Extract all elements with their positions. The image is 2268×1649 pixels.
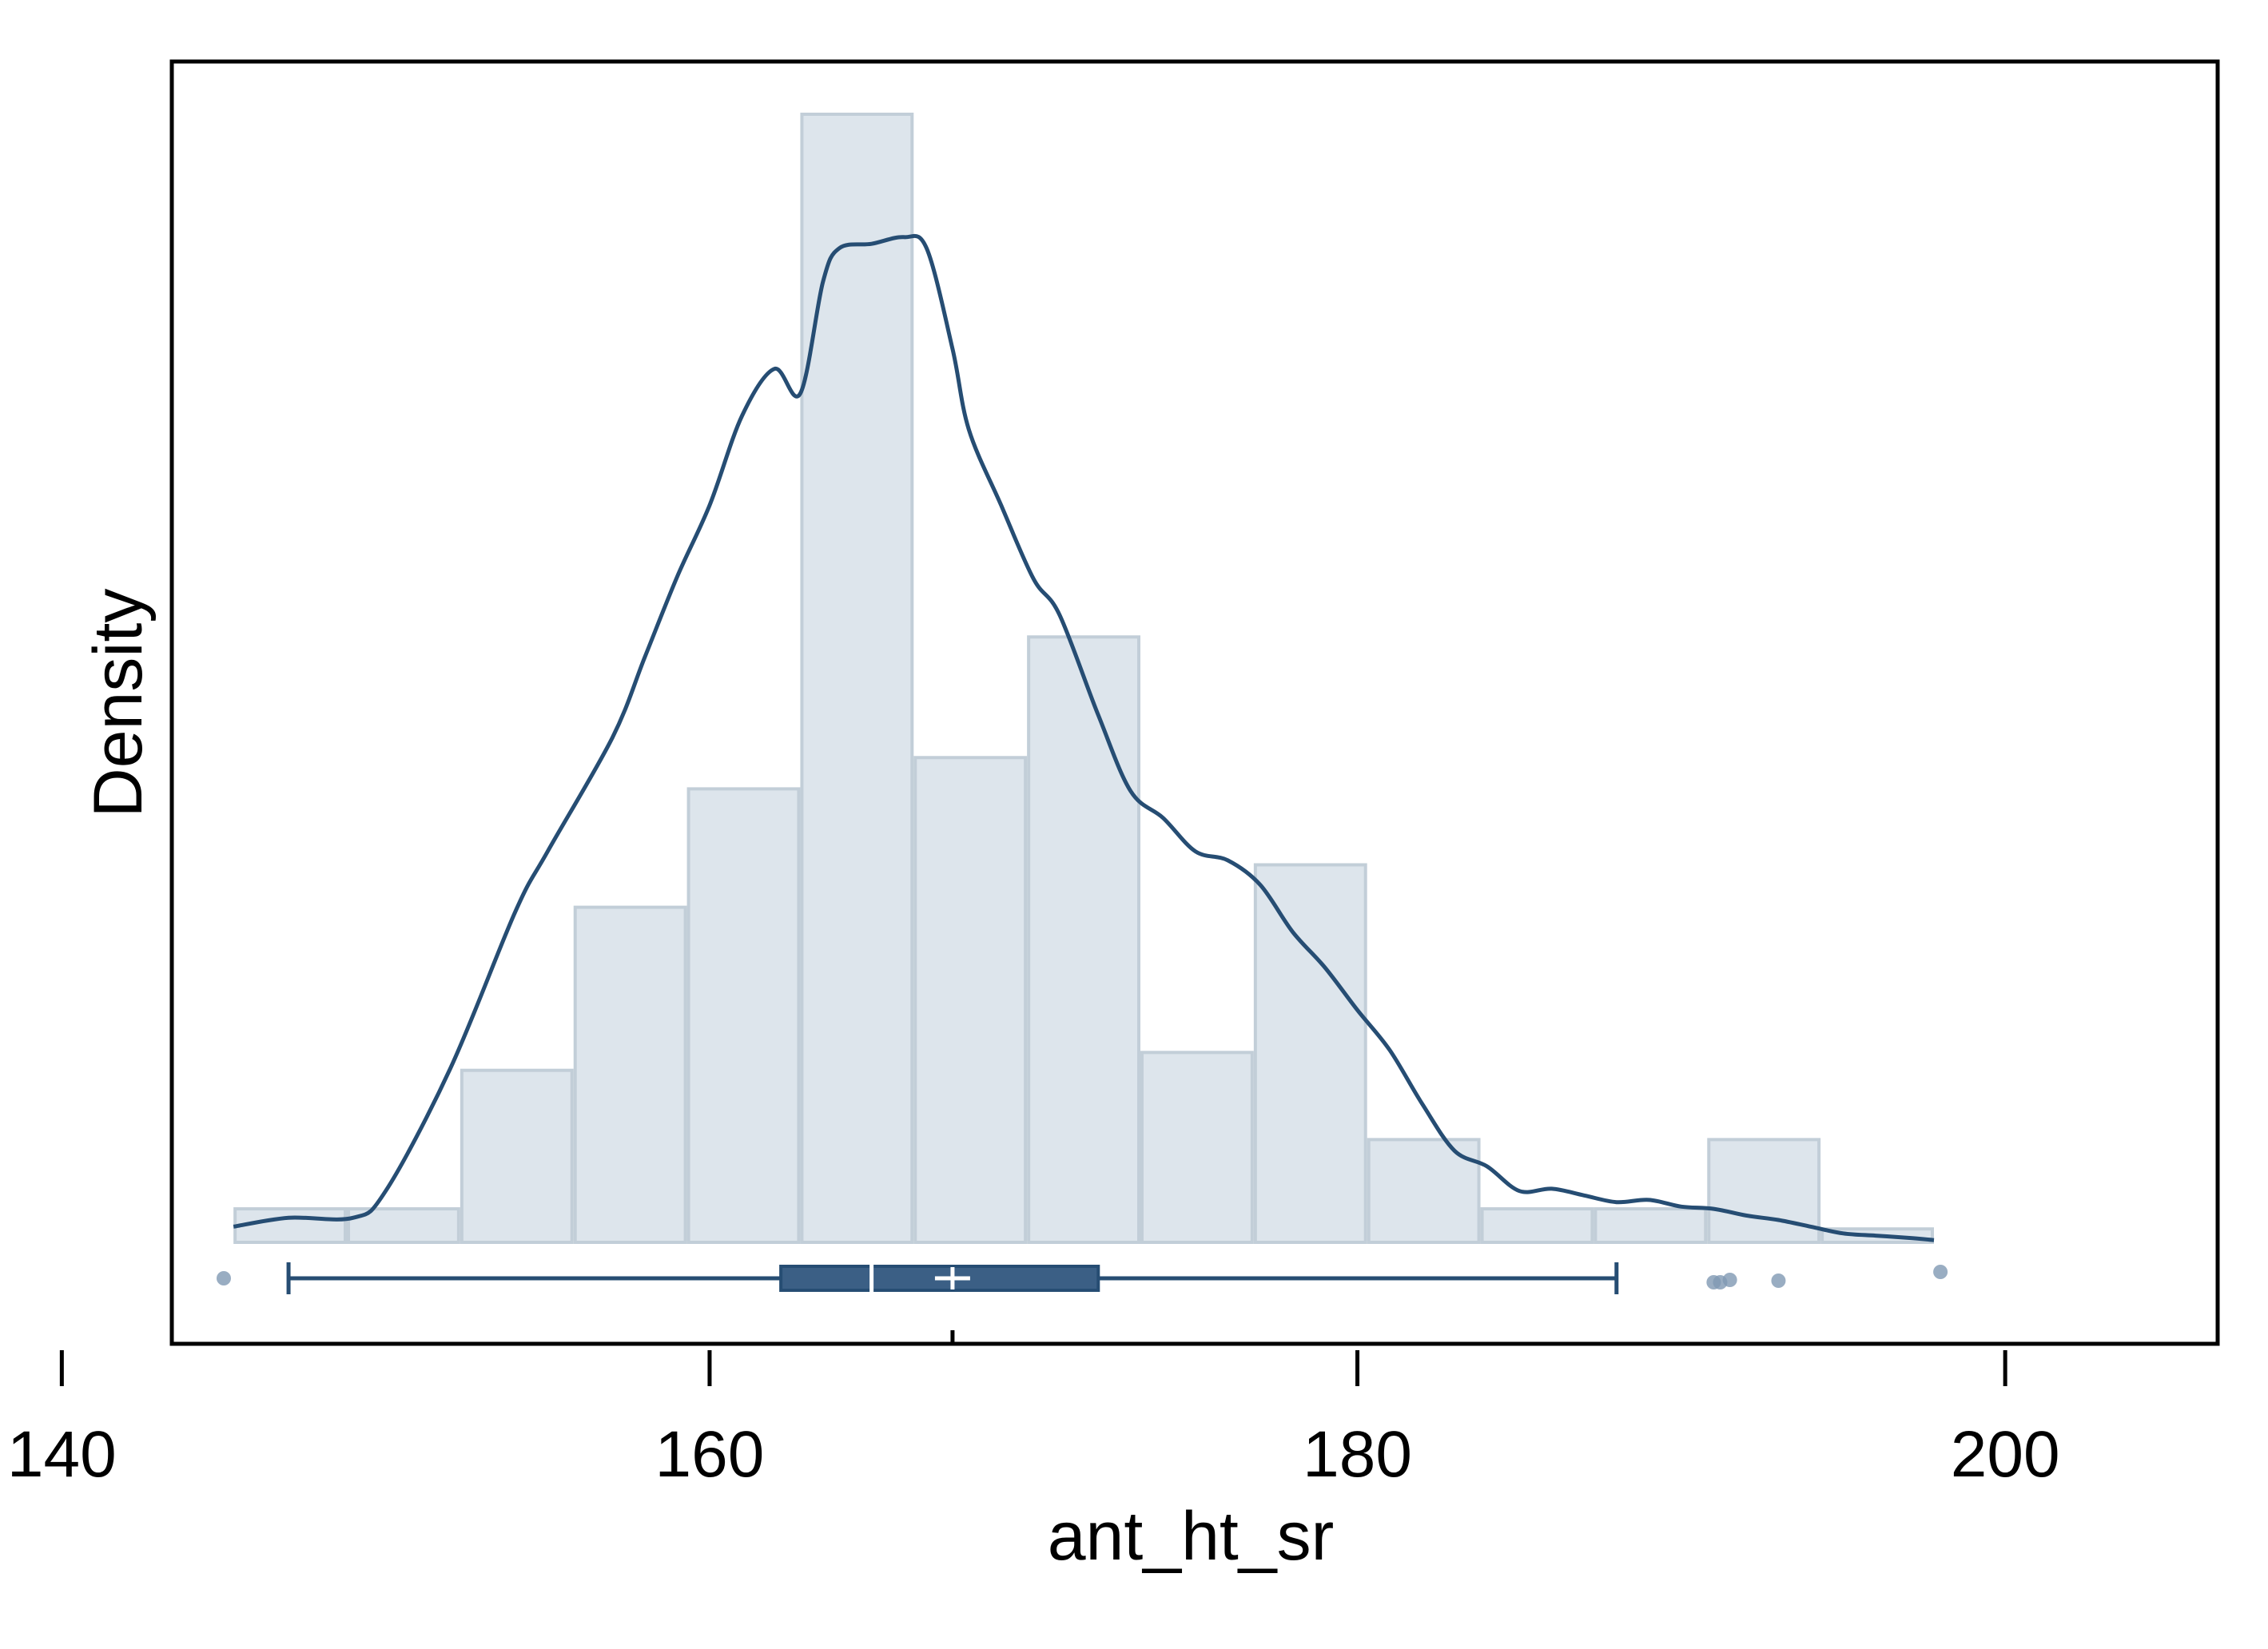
histogram-bar — [686, 787, 801, 1244]
histogram-bar — [913, 756, 1028, 1244]
x-tick-label: 200 — [1951, 1418, 2060, 1491]
histogram-bar — [347, 1207, 460, 1245]
histogram-bar — [1140, 1051, 1254, 1245]
density-curve — [233, 233, 1935, 1242]
y-axis-title: Density — [80, 589, 157, 818]
histogram-bar — [233, 1207, 348, 1245]
histogram-bars — [233, 113, 1934, 1245]
plot-frame — [169, 59, 2220, 1346]
histogram-bar — [1480, 1207, 1594, 1245]
x-tick-label: 180 — [1303, 1418, 1412, 1491]
histogram-bar — [1027, 635, 1140, 1244]
x-axis-title: ant_ht_sr — [1048, 1498, 1335, 1575]
boxplot-outlier — [1933, 1265, 1948, 1279]
boxplot — [217, 1262, 1948, 1294]
x-tick-label: 160 — [655, 1418, 765, 1491]
histogram-bar — [1707, 1138, 1821, 1245]
histogram-bar — [460, 1068, 574, 1244]
histogram-bar — [1367, 1138, 1481, 1245]
histogram-bar — [573, 905, 687, 1245]
histogram-bar — [1253, 863, 1367, 1245]
boxplot-outlier — [217, 1271, 231, 1285]
histogram-bar — [1594, 1207, 1708, 1245]
boxplot-outlier — [1706, 1275, 1721, 1289]
x-tick-label: 140 — [7, 1418, 117, 1491]
x-axis: 140 160 180 200 — [7, 1330, 2060, 1491]
histogram-bar — [800, 113, 914, 1244]
boxplot-outlier — [1771, 1274, 1786, 1288]
boxplot-outlier — [1722, 1273, 1737, 1287]
